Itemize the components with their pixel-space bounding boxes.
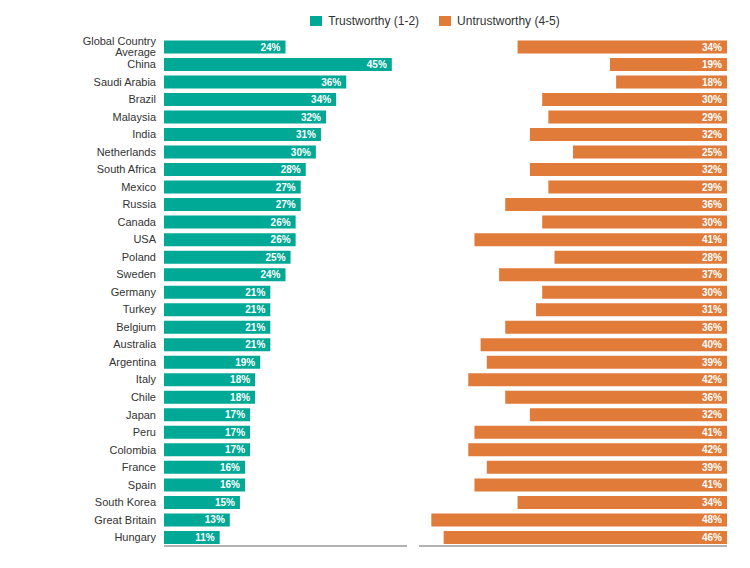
svg-text:28%: 28% [702,252,722,263]
svg-text:45%: 45% [367,59,387,70]
svg-text:Germany: Germany [111,286,157,298]
svg-text:48%: 48% [702,514,722,525]
svg-text:17%: 17% [225,444,245,455]
svg-text:Canada: Canada [117,216,156,228]
svg-text:21%: 21% [245,322,265,333]
svg-text:36%: 36% [702,199,722,210]
svg-text:Peru: Peru [133,426,156,438]
svg-text:19%: 19% [235,357,255,368]
svg-text:21%: 21% [245,339,265,350]
svg-text:19%: 19% [702,59,722,70]
svg-text:42%: 42% [702,374,722,385]
svg-text:13%: 13% [205,514,225,525]
svg-text:15%: 15% [215,497,235,508]
svg-text:30%: 30% [702,287,722,298]
svg-text:Saudi Arabia: Saudi Arabia [94,76,157,88]
svg-text:Chile: Chile [131,391,156,403]
svg-text:Russia: Russia [122,198,157,210]
svg-text:32%: 32% [702,409,722,420]
svg-text:South Africa: South Africa [97,163,157,175]
svg-text:41%: 41% [702,427,722,438]
svg-text:41%: 41% [702,234,722,245]
svg-text:France: France [122,461,156,473]
svg-text:Poland: Poland [122,251,156,263]
svg-text:11%: 11% [195,532,215,543]
svg-text:25%: 25% [702,147,722,158]
svg-text:46%: 46% [702,532,722,543]
svg-text:16%: 16% [220,462,240,473]
svg-text:Australia: Australia [113,338,157,350]
svg-text:41%: 41% [702,479,722,490]
svg-text:Great Britain: Great Britain [94,514,156,526]
svg-text:Belgium: Belgium [116,321,156,333]
svg-text:Sweden: Sweden [116,268,156,280]
svg-text:36%: 36% [321,77,341,88]
svg-text:Japan: Japan [126,409,156,421]
svg-text:Italy: Italy [136,373,157,385]
svg-text:32%: 32% [301,112,321,123]
svg-text:27%: 27% [276,182,296,193]
svg-text:Spain: Spain [128,479,156,491]
svg-text:18%: 18% [230,374,250,385]
svg-text:32%: 32% [702,164,722,175]
svg-text:29%: 29% [702,182,722,193]
svg-text:25%: 25% [266,252,286,263]
svg-text:40%: 40% [702,339,722,350]
svg-text:37%: 37% [702,269,722,280]
svg-text:39%: 39% [702,462,722,473]
svg-text:32%: 32% [702,129,722,140]
svg-text:21%: 21% [245,287,265,298]
svg-text:24%: 24% [260,269,280,280]
svg-text:21%: 21% [245,304,265,315]
svg-text:29%: 29% [702,112,722,123]
svg-text:Turkey: Turkey [123,303,157,315]
svg-text:30%: 30% [702,217,722,228]
html-text:Untrustworthy (4-5): Untrustworthy (4-5) [457,14,560,28]
svg-text:Argentina: Argentina [109,356,157,368]
svg-text:South Korea: South Korea [95,496,157,508]
svg-text:China: China [127,58,157,70]
svg-text:34%: 34% [702,497,722,508]
svg-text:28%: 28% [281,164,301,175]
svg-text:31%: 31% [296,129,316,140]
svg-text:Colombia: Colombia [110,444,157,456]
svg-text:Netherlands: Netherlands [97,146,157,158]
svg-text:26%: 26% [271,234,291,245]
svg-text:Hungary: Hungary [114,531,156,543]
svg-text:India: India [132,128,157,140]
svg-text:34%: 34% [702,42,722,53]
svg-text:17%: 17% [225,427,245,438]
svg-text:30%: 30% [291,147,311,158]
svg-text:Mexico: Mexico [121,181,156,193]
svg-text:36%: 36% [702,322,722,333]
svg-text:16%: 16% [220,479,240,490]
svg-text:26%: 26% [271,217,291,228]
svg-text:39%: 39% [702,357,722,368]
svg-text:Malaysia: Malaysia [113,111,157,123]
svg-text:27%: 27% [276,199,296,210]
svg-text:42%: 42% [702,444,722,455]
svg-text:Brazil: Brazil [128,93,156,105]
svg-text:24%: 24% [260,42,280,53]
svg-text:18%: 18% [230,392,250,403]
svg-text:34%: 34% [311,94,331,105]
svg-text:Global CountryAverage: Global CountryAverage [83,35,157,58]
svg-text:17%: 17% [225,409,245,420]
svg-text:30%: 30% [702,94,722,105]
svg-text:USA: USA [133,233,156,245]
svg-text:36%: 36% [702,392,722,403]
svg-text:31%: 31% [702,304,722,315]
svg-text:18%: 18% [702,77,722,88]
html-text:Trustworthy (1-2): Trustworthy (1-2) [328,14,420,28]
